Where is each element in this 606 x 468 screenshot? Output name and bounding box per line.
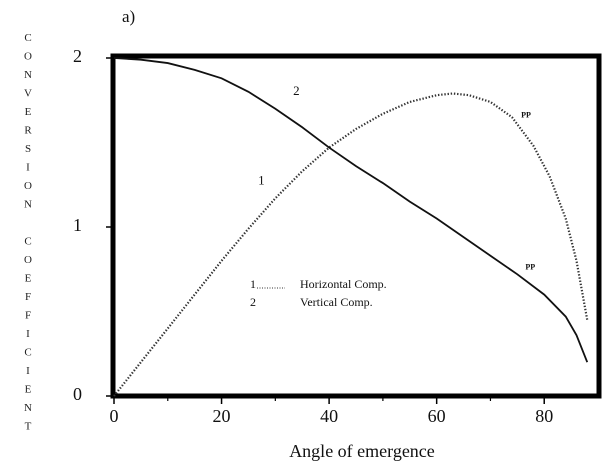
curve-label: 2: [293, 83, 300, 98]
x-tick-label: 80: [535, 406, 553, 426]
y-tick-label: 2: [73, 46, 82, 66]
legend-label: Horizontal Comp.: [300, 277, 387, 291]
x-tick-label: 20: [213, 406, 231, 426]
chart-title: a): [122, 7, 135, 26]
legend-number: 2: [250, 295, 256, 309]
x-tick-label: 60: [428, 406, 446, 426]
curve-end-label: PP: [521, 110, 531, 119]
y-tick-label: 0: [73, 384, 82, 404]
legend-label: Vertical Comp.: [300, 295, 373, 309]
y-tick-label: 1: [73, 215, 82, 235]
series-line: [113, 92, 589, 397]
curve-end-label: PP: [525, 262, 535, 271]
y-axis-label: CONVERSION COEFFICIENT: [22, 32, 34, 439]
x-tick-label: 40: [320, 406, 338, 426]
curve-label: 1: [258, 172, 265, 187]
legend-number: 1: [250, 277, 256, 291]
x-axis-label: Angle of emergence: [289, 441, 435, 461]
plot-frame: [110, 53, 602, 399]
x-tick-label: 0: [110, 406, 119, 426]
series-line: [113, 57, 589, 363]
